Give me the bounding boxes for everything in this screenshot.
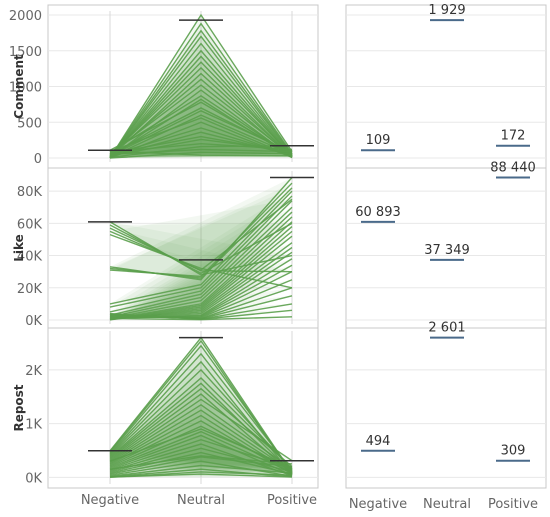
x-category-label: Neutral xyxy=(177,493,225,508)
like-series-line xyxy=(109,187,293,279)
comment-value-label: 1 929 xyxy=(428,3,465,18)
like-ytick-label: 60K xyxy=(17,217,43,232)
like-series-line xyxy=(109,233,293,289)
like-series-line xyxy=(109,227,293,273)
comment-series-line xyxy=(109,13,293,159)
like-value-label: 88 440 xyxy=(490,161,536,176)
comment-ytick-label: 1500 xyxy=(9,45,42,60)
like-value-label: 37 349 xyxy=(424,243,470,258)
x-category-label: Positive xyxy=(267,493,317,508)
comment-ytick-label: 2000 xyxy=(9,9,42,24)
like-series-line xyxy=(109,211,293,318)
right-panel-border xyxy=(345,4,547,489)
repost-ytick-label: 0K xyxy=(25,471,42,486)
x-category-label: Negative xyxy=(81,493,139,508)
like-ytick-label: 0K xyxy=(25,314,42,329)
comment-series-line xyxy=(109,84,293,157)
x-category-label-right: Positive xyxy=(488,497,538,512)
repost-series-line xyxy=(109,403,293,470)
like-ytick-label: 80K xyxy=(17,185,43,200)
repost-value-label: 494 xyxy=(366,434,391,449)
like-series-line xyxy=(109,316,293,321)
like-value-label: 60 893 xyxy=(355,205,401,220)
repost-series-line xyxy=(109,473,293,478)
repost-ytick-label: 1K xyxy=(25,418,42,433)
repost-series-line xyxy=(109,428,293,469)
like-ytick-label: 20K xyxy=(17,282,43,297)
repost-series-line xyxy=(109,409,293,472)
comment-series-line xyxy=(109,145,293,158)
like-series-line xyxy=(109,190,293,305)
repost-row-label: Repost xyxy=(12,384,26,431)
repost-series-line xyxy=(109,455,293,470)
like-series-line xyxy=(109,200,293,313)
comment-ytick-label: 0 xyxy=(34,152,42,167)
like-row-label: Like xyxy=(12,234,26,262)
like-series-line xyxy=(109,195,293,308)
like-ytick-label: 40K xyxy=(17,250,43,265)
x-category-label-right: Neutral xyxy=(423,497,471,512)
comment-value-label: 109 xyxy=(366,133,391,148)
like-series-line xyxy=(109,221,293,276)
left-panel-border xyxy=(47,4,319,489)
repost-value-label: 2 601 xyxy=(428,321,465,336)
comment-ytick-label: 500 xyxy=(17,116,42,131)
like-series-line xyxy=(109,206,293,316)
like-series-line xyxy=(109,216,293,320)
comment-series-line xyxy=(109,150,293,157)
comment-value-label: 172 xyxy=(501,129,526,144)
comment-row-label: Comment xyxy=(12,54,26,119)
comment-ytick-label: 1000 xyxy=(9,81,42,96)
like-series-line xyxy=(109,221,293,320)
x-category-label-right: Negative xyxy=(349,497,407,512)
repost-ytick-label: 2K xyxy=(25,364,42,379)
repost-value-label: 309 xyxy=(501,444,526,459)
